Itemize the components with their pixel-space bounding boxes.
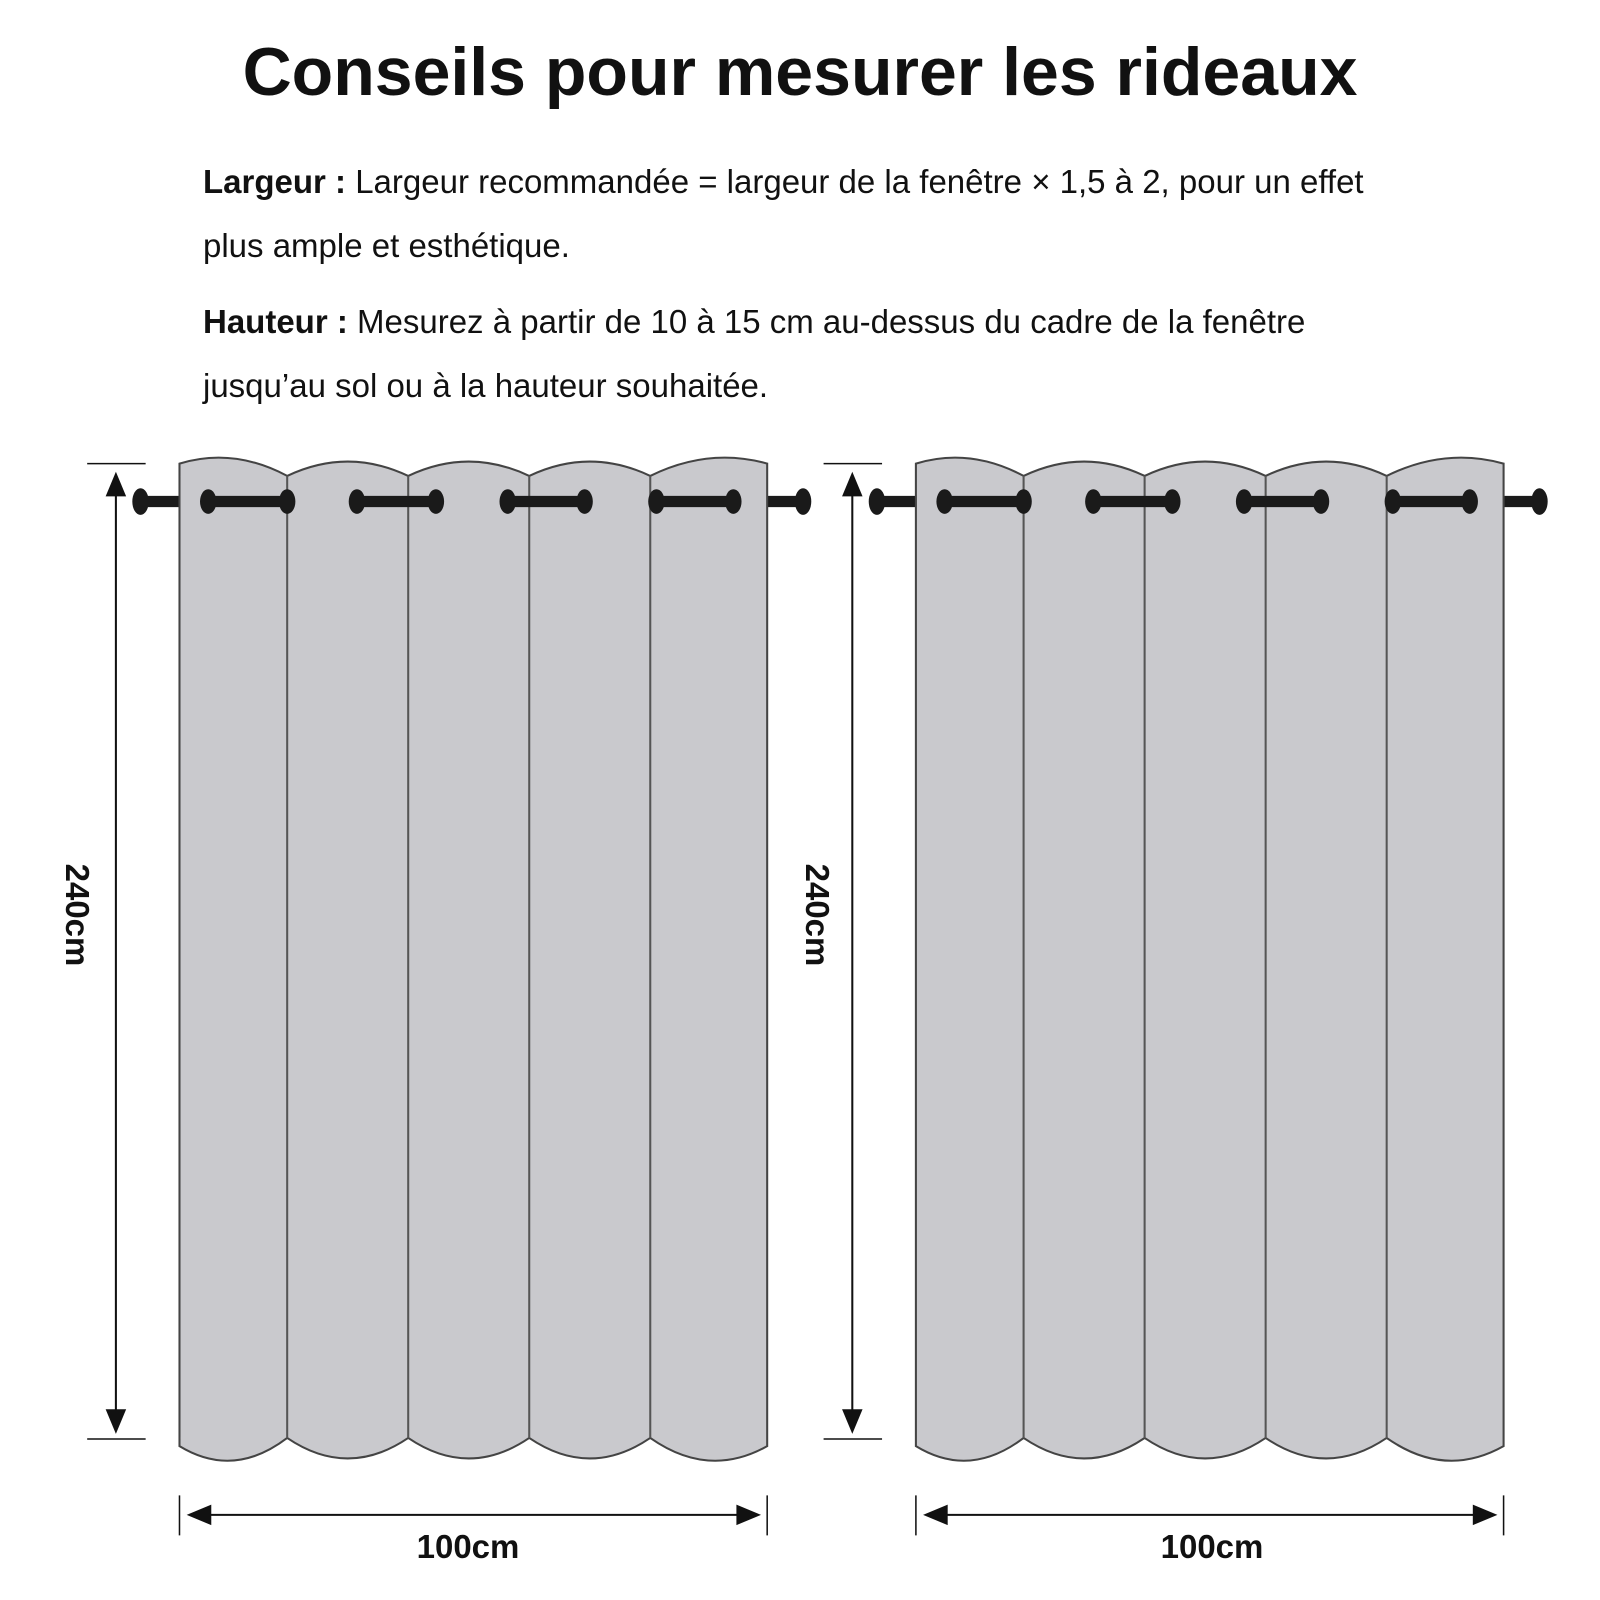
grommet — [1085, 489, 1102, 514]
grommet — [1164, 489, 1181, 514]
arrow-head — [1472, 1504, 1498, 1526]
width-label: 100cm — [416, 1528, 520, 1565]
tip-label: Hauteur : — [203, 303, 348, 340]
curtain — [178, 456, 769, 1462]
tip-text: Mesurez à partir de 10 à 15 cm au-dessus… — [203, 303, 1306, 404]
grommet — [427, 489, 445, 514]
grommet — [648, 489, 665, 514]
rod-end — [132, 488, 149, 515]
grommet — [1235, 489, 1253, 514]
arrow-head — [105, 471, 127, 497]
tip-text: Largeur recommandée = largeur de la fenê… — [203, 163, 1364, 264]
grommet — [348, 489, 366, 514]
tip: Largeur : Largeur recommandée = largeur … — [203, 150, 1423, 278]
arrow-head — [105, 1409, 127, 1434]
title: Conseils pour mesurer les rideaux — [242, 34, 1358, 110]
width-label: 100cm — [1160, 1528, 1264, 1565]
height-label: 240cm — [59, 863, 96, 967]
arrow-head — [923, 1504, 948, 1526]
rod-end — [868, 488, 886, 515]
tip: Hauteur : Mesurez à partir de 10 à 15 cm… — [203, 290, 1423, 418]
grommet — [1384, 489, 1402, 514]
grommet — [1312, 489, 1330, 514]
arrow-head — [842, 471, 863, 497]
tips: Largeur : Largeur recommandée = largeur … — [203, 150, 1423, 430]
grommet — [200, 489, 217, 514]
tip-label: Largeur : — [203, 163, 347, 200]
grommet — [725, 489, 742, 514]
arrow-head — [736, 1504, 762, 1526]
grommet — [576, 489, 593, 514]
grommet — [1461, 489, 1478, 514]
rod-end — [794, 488, 812, 515]
arrow-head — [842, 1409, 863, 1434]
arrow-head — [186, 1504, 212, 1526]
rod-end — [1531, 488, 1548, 515]
curtain — [914, 456, 1505, 1462]
grommet — [278, 489, 296, 514]
grommet — [499, 489, 516, 514]
height-label: 240cm — [799, 863, 836, 967]
grommet — [936, 489, 953, 514]
grommet — [1015, 489, 1032, 514]
